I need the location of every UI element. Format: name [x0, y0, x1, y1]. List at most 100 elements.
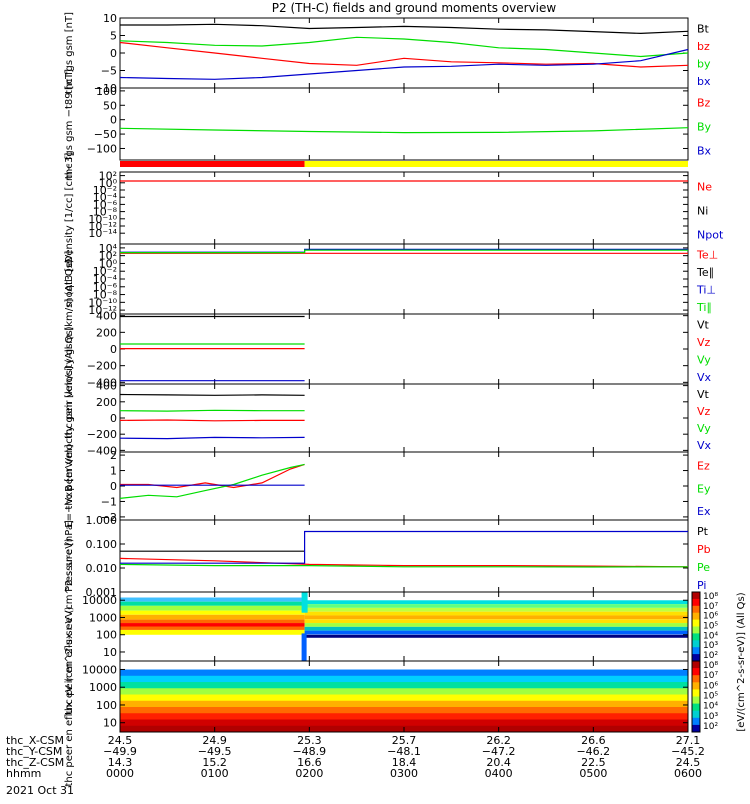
axis-value-z: 20.4: [486, 756, 511, 769]
y-tick-label: 10⁻¹⁰: [88, 296, 117, 309]
y-tick-label: 10⁻¹²: [88, 220, 117, 233]
heatmap-band: [120, 707, 688, 714]
y-tick-label: 5: [110, 30, 117, 43]
axis-value-t: 0000: [106, 767, 134, 780]
heatmap-band: [120, 719, 688, 727]
heatmap-band: [301, 592, 308, 613]
y-axis-label: thc fgs gsm [nT]: [64, 12, 75, 94]
y-tick-label: 10²: [99, 170, 117, 183]
heatmap-band: [120, 713, 688, 721]
legend-entry: Te⊥: [696, 249, 718, 262]
y-axis-label: thc peer velocity gsm [km/s] (All Qs): [64, 326, 75, 509]
axis-value-x: 24.5: [108, 734, 133, 747]
legend-entry: Pi: [697, 579, 706, 592]
series-by: [119, 127, 689, 134]
y-tick-label: −1: [101, 495, 117, 508]
panel-frame: [119, 17, 689, 89]
axis-value-x: 25.3: [297, 734, 322, 747]
series-bx: [119, 48, 689, 80]
legend-entry: Vx: [697, 439, 712, 452]
y-tick-label: 10⁻¹⁰: [88, 213, 117, 226]
quality-bar-red: [120, 161, 305, 167]
y-tick-label: 200: [96, 326, 117, 339]
colorbar-segment: [692, 640, 700, 648]
panel-8: 1.000 0.100 0.010 0.001 Pressure [nPa] Pt Pb Pe…: [64, 514, 711, 599]
heatmap-band: [120, 610, 305, 615]
axis-value-t: 0100: [201, 767, 229, 780]
heatmap-band: [120, 626, 305, 630]
heatmap-band: [120, 619, 305, 624]
y-tick-label: 10000: [82, 594, 117, 607]
axis-row-label: thc_Y-CSM: [6, 745, 62, 758]
colorbar-segment: [692, 703, 700, 712]
colorbar-tick: 10⁵: [703, 691, 718, 701]
legend-entry: Ti⊥: [696, 284, 716, 297]
colorbar-segment: [692, 724, 700, 733]
axis-value-x: 26.6: [581, 734, 606, 747]
heatmap-band: [120, 694, 688, 702]
series-ez: [120, 463, 305, 489]
heatmap-band: [120, 605, 305, 611]
legend-entry: Ne: [697, 180, 712, 193]
y-tick-label: 1000: [89, 681, 117, 694]
y-tick-label: 10: [103, 12, 117, 25]
colorbar-tick: 10⁷: [703, 671, 718, 681]
heatmap-band: [120, 614, 305, 620]
y-axis-label: moqt3 [eV]: [64, 251, 75, 308]
y-tick-label: 10⁻²: [93, 265, 117, 278]
axis-value-z: 14.3: [108, 756, 133, 769]
y-tick-label: 10⁻⁴: [93, 273, 118, 286]
y-axis-label: thc peer en eflux eV (cm^2-s-sr-eV): [64, 606, 75, 786]
panel-6: 400 200 0 −200 −400 thc peer velocity gsm [km…: [64, 326, 712, 509]
axis-value-y: −46.2: [576, 745, 610, 758]
y-tick-label: −200: [87, 428, 117, 441]
legend-entry: Npot: [697, 228, 724, 241]
y-tick-label: 0: [110, 343, 117, 356]
heatmap-band: [304, 634, 688, 638]
y-tick-label: 50: [103, 99, 117, 112]
colorbar-segment: [692, 592, 700, 600]
legend-entry: Vt: [697, 388, 710, 401]
quality-bar-yellow: [304, 161, 688, 167]
legend-entry: Vx: [697, 371, 712, 384]
y-tick-label: 400: [96, 380, 117, 393]
y-tick-label: −50: [94, 128, 117, 141]
y-tick-label: −400: [87, 444, 117, 457]
y-axis-label: thc fgs gsm −t89 [nT]: [64, 69, 75, 179]
heatmap-band: [304, 600, 688, 605]
series-bz: [119, 41, 689, 68]
legend-entry: Ey: [697, 482, 711, 495]
axis-row-label: thc_Z-CSM: [6, 756, 64, 769]
series-ey: [119, 463, 305, 499]
colorbar-segment: [692, 668, 700, 676]
axis-row-label: thc_X-CSM: [6, 734, 64, 747]
legend-entry: Bx: [697, 144, 712, 157]
legend-entry: Pt: [697, 525, 709, 538]
colorbar-tick: 10⁸: [703, 592, 718, 602]
heatmap-band: [304, 604, 688, 608]
chart-title: P2 (TH-C) fields and ground moments over…: [272, 1, 557, 15]
legend-entry: Pe: [697, 561, 710, 574]
heatmap-band: [304, 619, 688, 624]
y-tick-label: 10⁻²: [93, 184, 117, 197]
panel-frame: [119, 87, 689, 161]
y-axis-label: E=−VxB [mV/m]: [64, 444, 75, 527]
axis-value-z: 15.2: [202, 756, 227, 769]
panel-9: 10000 1000 100 10 thc peir en eflux eV (cm^2…: [64, 538, 689, 715]
y-tick-label: 10⁰: [99, 257, 118, 270]
colorbar-tick: 10³: [703, 712, 718, 722]
axis-value-x: 24.9: [202, 734, 227, 747]
colorbar-segment: [692, 661, 700, 669]
colorbar-segment: [692, 605, 700, 614]
y-tick-label: −400: [87, 376, 117, 389]
legend-entry: Ti∥: [696, 301, 712, 314]
y-tick-label: 10⁻¹⁴: [88, 227, 117, 240]
y-tick-label: 10⁻⁸: [93, 289, 118, 302]
y-tick-label: 1000: [89, 611, 117, 624]
y-tick-label: 0: [110, 114, 117, 127]
panel-7: 2 1 0 −1 −2 E=−VxB [mV/m] Ez Ey Ex: [64, 444, 711, 527]
axis-value-x: 26.2: [486, 734, 511, 747]
